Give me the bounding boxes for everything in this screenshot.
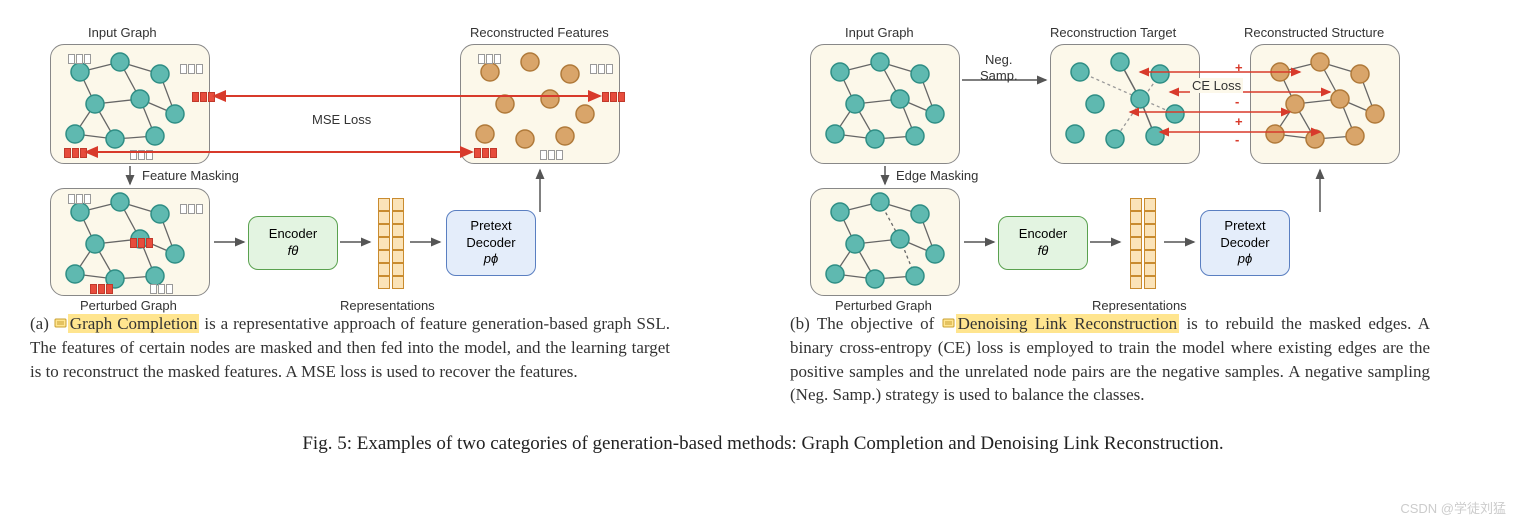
rep-col-a1 <box>378 198 390 289</box>
featbox <box>68 194 91 204</box>
note-icon <box>942 312 956 324</box>
panel-target-b <box>1050 44 1200 164</box>
plus1: + <box>1235 60 1243 75</box>
label-edge-masking: Edge Masking <box>896 168 978 183</box>
label-mse-loss: MSE Loss <box>310 112 373 127</box>
label-recon-a: Reconstructed Features <box>470 25 609 40</box>
rep-col-b1 <box>1130 198 1142 289</box>
decoder-l2-b: Decoder <box>1220 235 1269 252</box>
label-reps-b: Representations <box>1092 298 1187 313</box>
caption-a: (a) Graph Completion is a representative… <box>30 312 670 383</box>
featbox-masked <box>90 284 113 294</box>
decoder-l3-b: pϕ <box>1238 251 1252 268</box>
label-target-b: Reconstruction Target <box>1050 25 1176 40</box>
caption-b: (b) The objective of Denoising Link Reco… <box>790 312 1430 407</box>
panel-perturbed-b <box>810 188 960 296</box>
decoder-l1: Pretext <box>470 218 511 235</box>
featbox-masked <box>602 92 625 102</box>
label-feature-masking: Feature Masking <box>142 168 239 183</box>
rep-col-a2 <box>392 198 404 289</box>
minus2: - <box>1235 132 1239 147</box>
encoder-l1: Encoder <box>269 226 317 243</box>
featbox <box>590 64 613 74</box>
subfig-a: Input Graph Reconstructed Features <box>30 20 670 407</box>
minus1: - <box>1235 94 1239 109</box>
featbox-masked <box>192 92 215 102</box>
encoder-box-b: Encoder fθ <box>998 216 1088 270</box>
subfig-b: Input Graph Reconstruction Target Recons… <box>790 20 1430 407</box>
label-input-b: Input Graph <box>845 25 914 40</box>
featbox-masked <box>64 148 87 158</box>
featbox <box>130 150 153 160</box>
diagram-a: Input Graph Reconstructed Features <box>30 20 670 300</box>
encoder-l2-b: fθ <box>1038 243 1049 260</box>
diagram-b: Input Graph Reconstruction Target Recons… <box>790 20 1430 300</box>
label-reps-a: Representations <box>340 298 435 313</box>
featbox <box>180 64 203 74</box>
label-negsamp2: Samp. <box>980 68 1018 83</box>
featbox-masked <box>474 148 497 158</box>
featbox <box>150 284 173 294</box>
featbox <box>540 150 563 160</box>
decoder-l3: pϕ <box>484 251 498 268</box>
label-recon-b: Reconstructed Structure <box>1244 25 1384 40</box>
encoder-l1-b: Encoder <box>1019 226 1067 243</box>
caption-highlight-b: Denoising Link Reconstruction <box>956 314 1180 333</box>
encoder-l2: fθ <box>288 243 299 260</box>
decoder-l2: Decoder <box>466 235 515 252</box>
encoder-box-a: Encoder fθ <box>248 216 338 270</box>
label-negsamp1: Neg. <box>985 52 1012 67</box>
featbox-masked <box>130 238 153 248</box>
label-perturbed-a: Perturbed Graph <box>80 298 177 313</box>
decoder-l1-b: Pretext <box>1224 218 1265 235</box>
label-input-a: Input Graph <box>88 25 157 40</box>
figure-caption: Fig. 5: Examples of two categories of ge… <box>30 433 1496 455</box>
label-perturbed-b: Perturbed Graph <box>835 298 932 313</box>
note-icon <box>54 312 68 324</box>
featbox <box>68 54 91 64</box>
featbox <box>478 54 501 64</box>
label-ce-loss: CE Loss <box>1190 78 1243 93</box>
panel-input-b <box>810 44 960 164</box>
caption-highlight-a: Graph Completion <box>68 314 200 333</box>
caption-prefix-b: (b) The objective of <box>790 314 942 333</box>
decoder-box-a: Pretext Decoder pϕ <box>446 210 536 276</box>
decoder-box-b: Pretext Decoder pϕ <box>1200 210 1290 276</box>
featbox <box>180 204 203 214</box>
panel-recon-b <box>1250 44 1400 164</box>
rep-col-b2 <box>1144 198 1156 289</box>
figure-row: Input Graph Reconstructed Features <box>30 20 1496 407</box>
plus2: + <box>1235 114 1243 129</box>
watermark: CSDN @学徒刘猛 <box>1400 498 1506 517</box>
caption-prefix-a: (a) <box>30 314 54 333</box>
